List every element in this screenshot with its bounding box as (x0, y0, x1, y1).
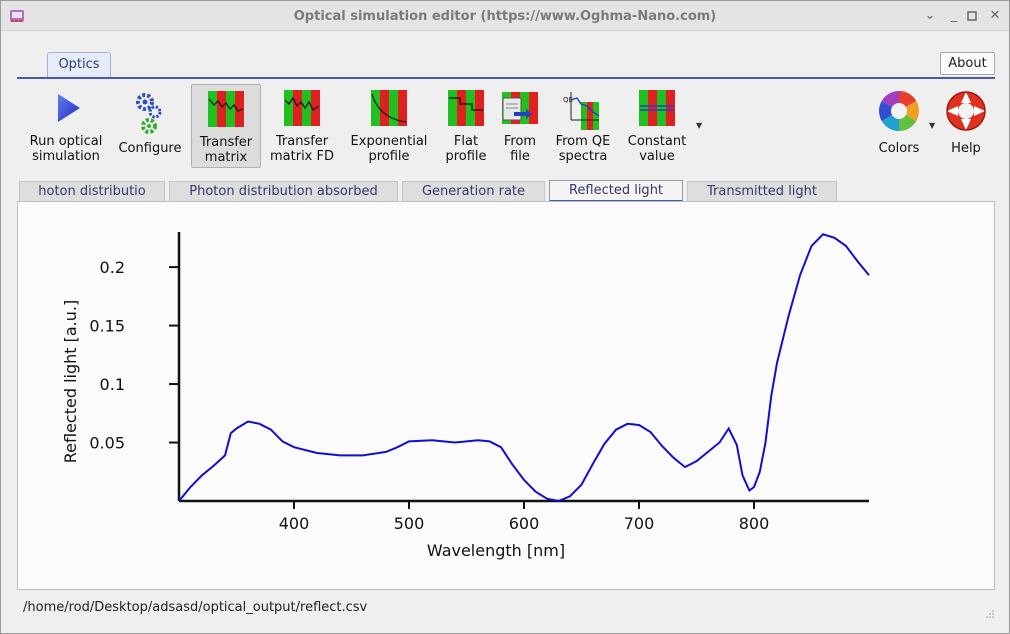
tab-optics[interactable]: Optics (47, 52, 111, 78)
maximize-icon[interactable] (963, 7, 981, 25)
configure-label: Configure (118, 141, 182, 156)
play-icon (58, 94, 80, 122)
x-tick-label: 800 (739, 514, 770, 533)
x-tick-label: 700 (624, 514, 655, 533)
tab-reflected-light[interactable]: Reflected light (549, 180, 683, 202)
run-simulation-button[interactable]: Run optical simulation (23, 84, 109, 168)
ribbon-divider (17, 77, 995, 79)
x-tick-label: 500 (394, 514, 425, 533)
colors-button[interactable]: Colors (871, 84, 927, 168)
exponential-profile-label: Exponential profile (350, 134, 428, 164)
constant-value-button[interactable]: Constant value (621, 84, 693, 168)
from-file-icon (502, 92, 538, 124)
title-bar: Optical simulation editor (https://www.O… (1, 1, 1009, 31)
transfer-matrix-fd-label: Transfer matrix FD (270, 134, 334, 164)
colors-label: Colors (878, 141, 920, 156)
x-tick-label: 600 (509, 514, 540, 533)
qe-spectra-icon: QE (563, 92, 600, 130)
y-tick-label: 0.2 (100, 258, 125, 277)
help-button[interactable]: Help (941, 84, 991, 168)
flat-profile-icon (448, 90, 484, 126)
constant-value-icon (639, 90, 675, 126)
x-tick-label: 400 (279, 514, 310, 533)
tab-photon-distribution[interactable]: hoton distributio (19, 181, 165, 202)
window-title: Optical simulation editor (https://www.O… (293, 9, 717, 24)
close-icon[interactable]: ✕ (989, 8, 1001, 23)
y-tick-label: 0.1 (100, 375, 125, 394)
from-qe-spectra-label: From QE spectra (555, 134, 611, 164)
color-wheel-icon (879, 91, 919, 131)
lifebuoy-icon (946, 91, 986, 131)
from-file-button[interactable]: From file (497, 84, 543, 168)
app-icon (10, 10, 24, 22)
from-file-label: From file (503, 134, 537, 164)
y-axis-label: Reflected light [a.u.] (61, 300, 80, 463)
status-path: /home/rod/Desktop/adsasd/optical_output/… (23, 600, 368, 615)
reflected-light-series-line (178, 233, 870, 503)
tab-photon-distribution-absorbed[interactable]: Photon distribution absorbed (169, 181, 398, 202)
flat-profile-button[interactable]: Flat profile (439, 84, 493, 168)
resize-grip-icon[interactable] (985, 609, 995, 619)
transfer-matrix-fd-icon (284, 90, 320, 126)
plot-panel[interactable]: 0.05 0.1 0.15 0.2 400 500 600 700 800 Wavelengt… (17, 201, 995, 590)
constant-value-label: Constant value (627, 134, 687, 164)
exponential-profile-button[interactable]: Exponential profile (345, 84, 433, 168)
transfer-matrix-label: Transfer matrix (199, 135, 253, 165)
run-simulation-label: Run optical simulation (29, 134, 103, 164)
transfer-matrix-button[interactable]: Transfer matrix (191, 84, 261, 168)
exponential-profile-icon (371, 90, 407, 126)
minimize-icon[interactable]: _ (950, 8, 958, 23)
about-button[interactable]: About (940, 52, 995, 75)
help-label: Help (951, 141, 981, 156)
y-tick-label: 0.05 (89, 434, 125, 453)
tab-transmitted-light[interactable]: Transmitted light (687, 181, 837, 202)
from-qe-spectra-button[interactable]: QE From QE spectra (549, 84, 617, 168)
x-axis-label: Wavelength [nm] (427, 541, 565, 560)
toolbar-more-arrow-icon[interactable]: ▼ (696, 121, 703, 130)
reflected-light-chart: 0.05 0.1 0.15 0.2 400 500 600 700 800 Wavelengt… (61, 232, 870, 560)
tab-generation-rate[interactable]: Generation rate (402, 181, 545, 202)
colors-dropdown-arrow-icon[interactable]: ▼ (929, 121, 936, 130)
y-tick-label: 0.15 (89, 317, 125, 336)
svg-text:QE: QE (563, 96, 573, 104)
chevron-down-icon[interactable]: ⌄ (924, 8, 936, 23)
gears-icon (136, 93, 162, 134)
transfer-matrix-fd-button[interactable]: Transfer matrix FD (265, 84, 339, 168)
configure-button[interactable]: Configure (113, 84, 187, 168)
flat-profile-label: Flat profile (445, 134, 487, 164)
transfer-matrix-icon (208, 91, 244, 127)
